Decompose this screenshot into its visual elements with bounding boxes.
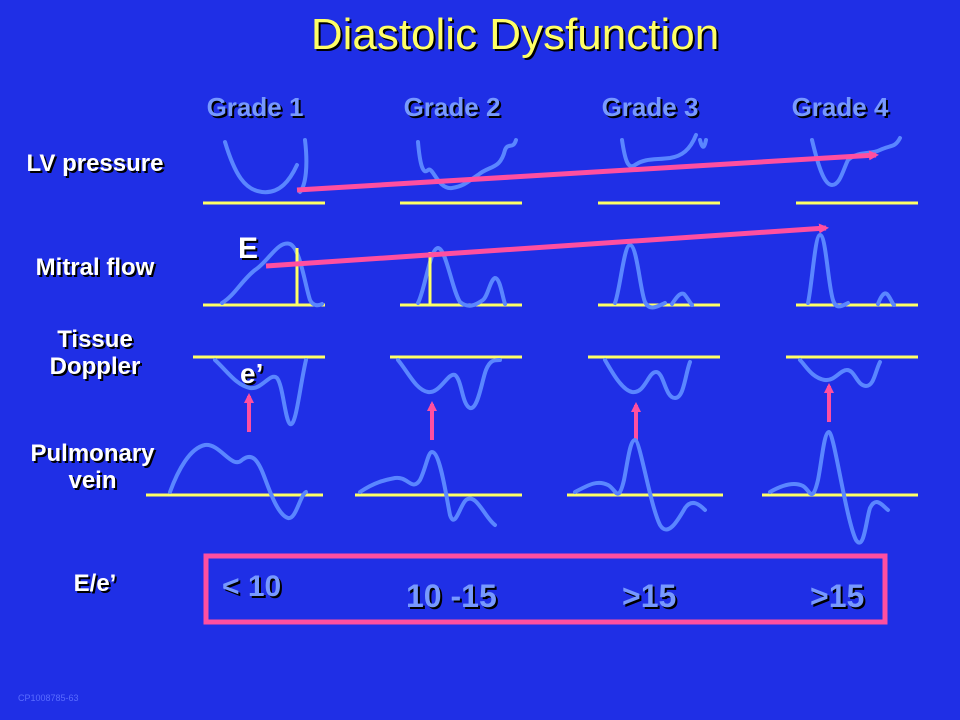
row-label-mitral-flow: Mitral flow	[35, 254, 155, 281]
pulmonary-vein-wave-4	[768, 429, 890, 545]
tissue-doppler-wave-3	[603, 358, 692, 401]
mitral-flow-wave-3	[613, 242, 694, 310]
row-label-lv-pressure: LV pressure	[26, 150, 164, 177]
e-wave-label: E	[238, 232, 259, 265]
mitral-flow-wave-1	[220, 241, 324, 308]
pulmonary-vein-wave-2	[358, 449, 497, 527]
grade-4-label: Grade 4	[791, 92, 889, 122]
tissue-doppler-wave-4	[798, 358, 882, 389]
ratio-value-grade-2: 10 -15	[406, 578, 497, 614]
pulmonary-vein-wave-3	[573, 437, 707, 532]
lv-pressure-trend-arrow	[296, 150, 879, 193]
lv-pressure-wave-1	[223, 138, 309, 195]
tissue-doppler-wave-1	[213, 358, 308, 427]
ratio-value-grade-4: >15	[810, 578, 865, 614]
lv-pressure-wave-2	[416, 138, 518, 191]
row-label-tissue-doppler: Tissue Doppler	[49, 326, 141, 380]
page-title: Diastolic Dysfunction	[310, 10, 720, 59]
grade-3-label: Grade 3	[601, 92, 699, 122]
ratio-value-grade-3: >15	[622, 578, 677, 614]
e-prime-label: e’	[240, 358, 264, 389]
ratio-value-grade-1: < 10	[222, 570, 282, 603]
lv-pressure-wave-4	[810, 136, 902, 188]
grade-2-label: Grade 2	[403, 92, 501, 122]
pulmonary-vein-wave-1	[168, 443, 308, 520]
footer-code: CP1008785-63	[18, 693, 79, 703]
ratio-box	[203, 553, 888, 625]
row-label-ratio: E/e’	[73, 570, 117, 597]
mitral-flow-wave-2	[416, 245, 507, 308]
mitral-flow-trend-arrow	[265, 223, 829, 269]
row-label-pulmonary-vein: Pulmonary vein	[30, 440, 155, 494]
mitral-flow-wave-4	[806, 232, 896, 309]
grade-1-label: Grade 1	[206, 92, 304, 122]
tissue-doppler-wave-2	[396, 358, 502, 410]
lv-pressure-wave-3	[620, 133, 708, 169]
